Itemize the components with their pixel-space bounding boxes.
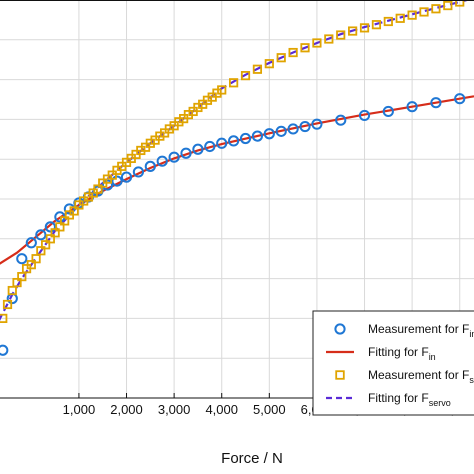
x-tick-label: 2,000 [110,402,143,417]
circle-marker [192,143,204,155]
square-marker [264,59,274,69]
square-marker [419,7,429,17]
circle-marker [63,203,76,215]
square-marker [26,260,36,270]
square-marker [324,34,334,44]
x-tick-label: 4,000 [205,402,238,417]
legend-circle-symbol [334,323,346,335]
square-marker [12,277,22,288]
square-marker [50,228,60,238]
circle-marker [239,132,252,145]
square-marker [93,184,103,194]
legend-label: Fitting for Fservo [368,391,451,408]
square-marker [383,16,393,27]
square-marker [60,216,70,226]
square-marker [395,13,405,23]
square-marker [31,254,41,264]
square-marker [300,43,310,53]
circle-marker [299,120,311,133]
circle-marker [44,221,56,233]
square-marker [455,0,465,7]
square-marker [41,240,51,250]
square-marker [371,20,382,30]
square-marker [55,222,65,232]
circle-marker [406,101,418,113]
square-marker [36,246,46,256]
square-marker [359,23,370,33]
square-marker [431,4,441,14]
circle-marker [430,97,442,109]
square-marker [0,313,8,324]
circle-marker [0,344,9,356]
circle-marker [204,140,216,153]
circle-marker [132,166,145,178]
square-marker [45,234,55,244]
circle-marker [144,160,156,172]
square-marker [276,53,286,63]
circle-marker [251,130,264,142]
square-marker [288,47,298,58]
circle-marker [263,128,275,140]
plot-area [0,0,474,356]
circle-marker [156,155,168,167]
legend-label: Fitting for Fin [368,345,436,362]
square-marker [348,26,358,36]
circle-marker [16,253,28,265]
circle-marker [228,135,240,147]
square-marker [2,299,13,310]
square-marker [240,71,251,81]
series-line [0,95,474,265]
square-marker [69,206,79,216]
square-marker [229,78,239,88]
square-marker [252,64,263,74]
circle-marker [311,118,323,130]
legend: Measurement for Fin Fitting for Fin Measur… [312,310,474,416]
square-marker [443,0,453,11]
circle-marker [275,125,287,137]
circle-marker [216,137,228,149]
x-tick-label: 1,000 [63,402,96,417]
circle-marker [358,109,371,122]
circle-marker [25,237,37,249]
square-marker [312,38,322,48]
square-marker [217,85,227,95]
circle-marker [180,147,192,159]
square-marker [107,170,117,180]
circle-marker [454,93,466,105]
square-marker [407,10,417,20]
circle-marker [35,229,47,241]
x-tick-label: 3,000 [158,402,191,417]
circle-marker [101,179,114,191]
x-tick-label: 5,000 [253,402,286,417]
circle-marker [287,123,299,135]
circle-marker [111,175,123,187]
legend-label: Measurement for Fin [368,322,474,339]
circle-marker [120,171,133,183]
square-marker [17,272,27,282]
circle-marker [382,105,394,118]
x-axis-title: Force / N [221,450,283,467]
legend-square-symbol [335,370,345,380]
square-marker [7,285,17,296]
circle-marker [168,151,180,163]
circle-marker [335,114,347,126]
square-marker [336,30,346,40]
legend-label: Measurement for Fservo [368,368,474,385]
